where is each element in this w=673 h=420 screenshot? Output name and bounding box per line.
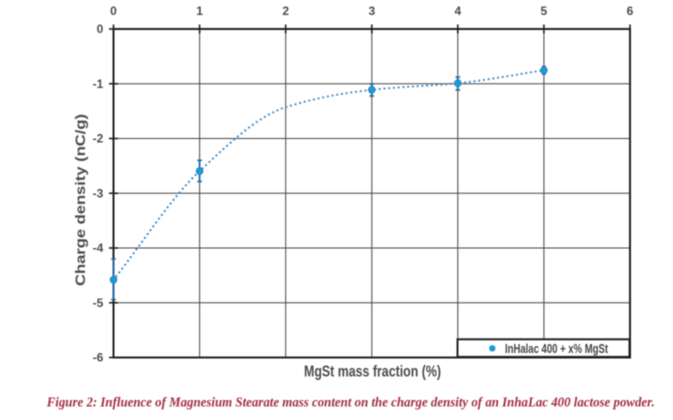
svg-text:3: 3 xyxy=(368,4,375,18)
svg-text:-4: -4 xyxy=(93,241,104,255)
svg-text:6: 6 xyxy=(627,4,634,18)
svg-text:2: 2 xyxy=(282,4,289,18)
svg-text:0: 0 xyxy=(110,4,117,18)
svg-text:1: 1 xyxy=(196,4,203,18)
svg-text:-3: -3 xyxy=(93,186,104,200)
svg-text:-1: -1 xyxy=(93,77,104,91)
svg-text:-2: -2 xyxy=(93,132,104,146)
svg-text:5: 5 xyxy=(541,4,548,18)
svg-text:Figure 2: Influence of Magnesi: Figure 2: Influence of Magnesium Stearat… xyxy=(46,396,655,411)
svg-text:0: 0 xyxy=(97,22,104,36)
svg-text:MgSt mass fraction (%): MgSt mass fraction (%) xyxy=(304,364,441,381)
svg-text:-6: -6 xyxy=(93,351,104,365)
svg-text:-5: -5 xyxy=(93,296,104,310)
svg-text:Charge density (nC/g): Charge density (nC/g) xyxy=(72,114,88,286)
svg-text:4: 4 xyxy=(454,4,461,18)
svg-text:InHalac 400 + x% MgSt: InHalac 400 + x% MgSt xyxy=(505,342,609,356)
